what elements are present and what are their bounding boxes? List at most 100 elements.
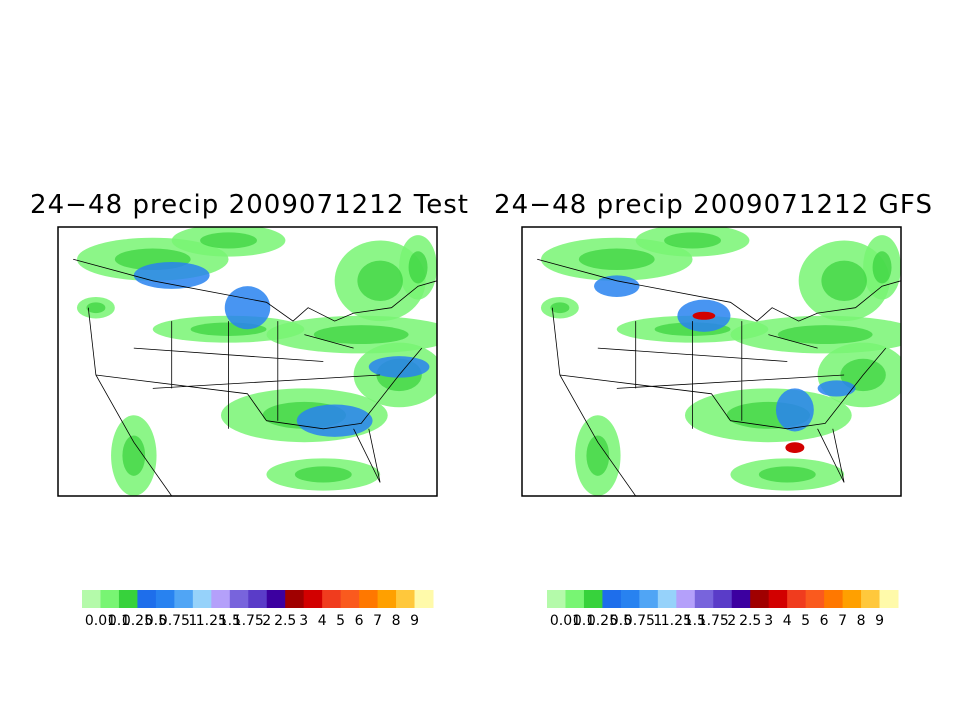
- colorbar-box: [155, 590, 175, 608]
- colorbar-box: [694, 590, 714, 608]
- map: [73, 227, 437, 496]
- colorbar-box: [824, 590, 844, 608]
- precip-area: [368, 356, 430, 378]
- colorbar-box: [229, 590, 249, 608]
- precip-area: [817, 380, 856, 397]
- colorbar-box: [174, 590, 194, 608]
- precip-area: [313, 325, 409, 345]
- precip-area: [758, 466, 816, 483]
- map: [537, 227, 901, 496]
- map-frame: [521, 226, 902, 497]
- colorbar-box: [620, 590, 640, 608]
- precip-area: [86, 302, 106, 314]
- map-panel: 24−48 precip 2009071212 GFS0.010.10.250.…: [494, 190, 932, 629]
- colorbar-label: 0.1: [108, 613, 130, 629]
- colorbar-label: 1.5: [219, 613, 241, 629]
- precip-area: [122, 435, 146, 476]
- colorbar-label: 7: [838, 613, 847, 629]
- colorbar-label: 0.75: [624, 613, 655, 629]
- colorbar-box: [842, 590, 862, 608]
- colorbar-box: [377, 590, 397, 608]
- precip-area: [550, 302, 570, 314]
- colorbar-label: 2: [262, 613, 271, 629]
- colorbar-label: 0.75: [159, 613, 190, 629]
- precip-area: [133, 261, 210, 289]
- state-borders: [537, 258, 901, 496]
- colorbar-box: [639, 590, 659, 608]
- colorbar-label: 3: [764, 613, 773, 629]
- state-borders: [73, 258, 437, 496]
- precip-area: [296, 404, 373, 437]
- colorbar-box: [805, 590, 825, 608]
- colorbar-box: [547, 590, 566, 608]
- colorbar-box: [192, 590, 212, 608]
- colorbar-box: [211, 590, 231, 608]
- colorbar-box: [713, 590, 733, 608]
- colorbar-box: [303, 590, 323, 608]
- precip-area: [357, 260, 403, 301]
- colorbar-box: [676, 590, 696, 608]
- map-panel: 24−48 precip 2009071212 Test0.010.10.250…: [30, 190, 468, 629]
- colorbar-box: [100, 590, 120, 608]
- colorbar-label: 6: [355, 613, 364, 629]
- colorbar-box: [285, 590, 305, 608]
- colorbar-box: [750, 590, 770, 608]
- colorbar-box: [879, 590, 899, 608]
- colorbar-label: 1.25: [196, 613, 227, 629]
- colorbar-label: 9: [875, 613, 884, 629]
- colorbar-label: 4: [783, 613, 792, 629]
- precip-area: [872, 251, 892, 284]
- colorbar-box: [583, 590, 603, 608]
- colorbar-label: 5: [336, 613, 345, 629]
- colorbar-label: 1.25: [661, 613, 692, 629]
- colorbar-label: 6: [820, 613, 829, 629]
- colorbar-box: [137, 590, 157, 608]
- colorbar-label: 2.5: [274, 613, 296, 629]
- precip-area: [294, 466, 352, 483]
- precip-area: [224, 286, 271, 330]
- colorbar-label: 2: [727, 613, 736, 629]
- colorbar-label: 0.01: [85, 613, 116, 629]
- colorbar-box: [248, 590, 268, 608]
- precip-area: [775, 388, 814, 432]
- colorbar-box: [359, 590, 379, 608]
- colorbar-label: 2.5: [739, 613, 761, 629]
- colorbar-label: 0.5: [610, 613, 632, 629]
- colorbar-label: 1: [188, 613, 197, 629]
- precip-area: [692, 311, 716, 320]
- colorbar-box: [414, 590, 434, 608]
- colorbar-box: [657, 590, 677, 608]
- colorbar-label: 8: [392, 613, 401, 629]
- colorbar-box: [82, 590, 101, 608]
- precip-area: [408, 251, 428, 284]
- colorbar-label: 1.5: [684, 613, 706, 629]
- colorbar-box: [396, 590, 416, 608]
- panel-title: 24−48 precip 2009071212 Test: [30, 190, 468, 220]
- colorbar-box: [861, 590, 881, 608]
- panel-title: 24−48 precip 2009071212 GFS: [494, 190, 932, 220]
- precip-area: [200, 232, 257, 249]
- map-frame: [57, 226, 438, 497]
- precip-area: [821, 260, 867, 301]
- colorbar-label: 3: [299, 613, 308, 629]
- colorbar-label: 0.25: [587, 613, 618, 629]
- colorbar-box: [731, 590, 751, 608]
- colorbar-box: [787, 590, 807, 608]
- colorbar-label: 1: [653, 613, 662, 629]
- precip-area: [777, 325, 873, 345]
- precip-area: [578, 248, 655, 271]
- colorbar-label: 7: [373, 613, 382, 629]
- colorbar-box: [565, 590, 585, 608]
- colorbar-label: 5: [801, 613, 810, 629]
- precip-area: [664, 232, 721, 249]
- colorbar-label: 0.1: [573, 613, 595, 629]
- colorbar-box: [602, 590, 622, 608]
- colorbar-label: 0.01: [550, 613, 581, 629]
- colorbar-label: 0.5: [145, 613, 167, 629]
- colorbar-box: [266, 590, 286, 608]
- colorbar-box: [768, 590, 788, 608]
- colorbar-box: [340, 590, 360, 608]
- precip-area: [594, 275, 640, 297]
